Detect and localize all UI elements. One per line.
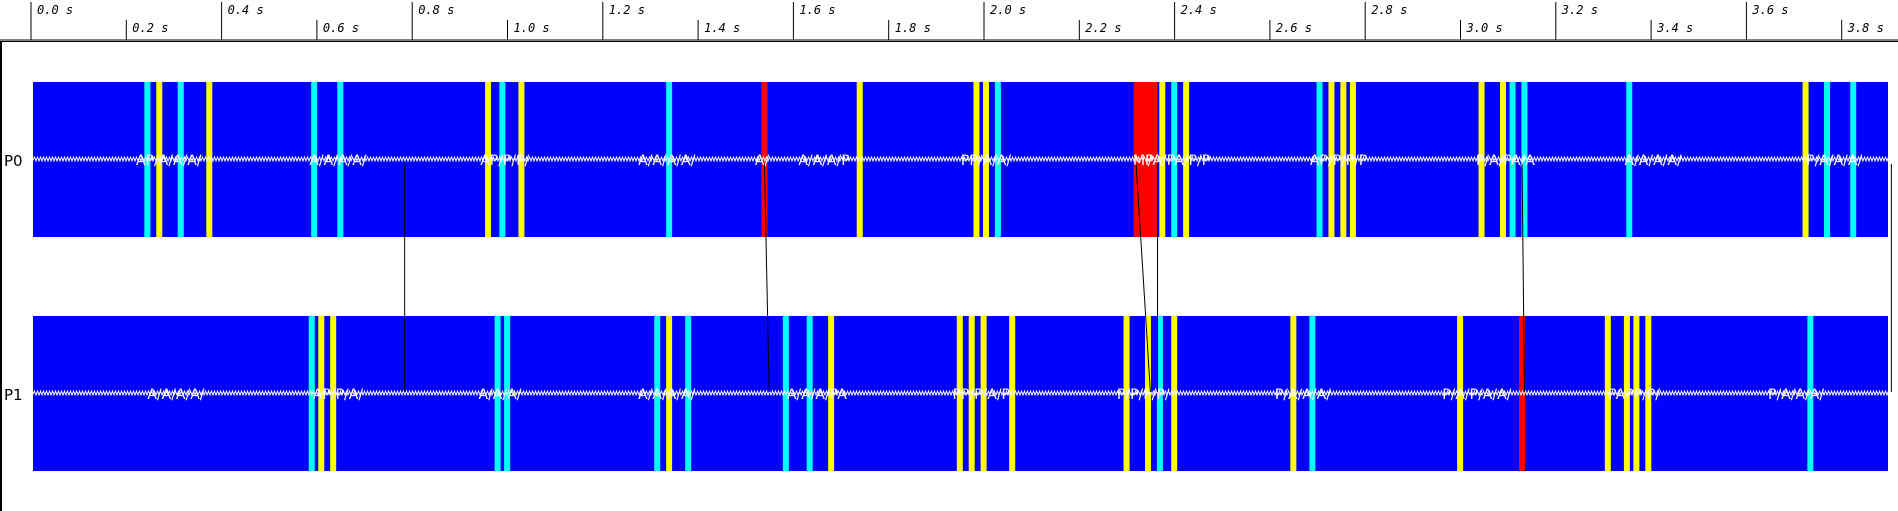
ruler-tick-label: 2.0 s [990,3,1026,17]
state-label: P/A/A/A/ [1768,387,1824,403]
ruler-tick-label: 3.4 s [1656,21,1693,35]
state-label: AP/P/A/ [313,387,363,403]
state-label: P/A/P/A/A/ [1442,387,1511,403]
process-label-p0: P0 [4,152,23,170]
state-label: PAPP/P/ [1608,387,1660,403]
state-label: A/A/A/A/ [638,387,695,403]
event-marker[interactable] [1159,82,1166,237]
event-marker[interactable] [1500,82,1507,237]
ruler-tick-label: 2.2 s [1085,21,1121,35]
ruler-tick-label: 1.6 s [799,3,835,17]
state-label: MP [1133,153,1154,169]
ruler-tick-label: 1.8 s [895,21,931,35]
ruler-tick-label: 0.2 s [132,21,168,35]
state-label: A/A/A/ [479,387,522,403]
state-label: PP/A/A/ [961,153,1011,169]
event-marker[interactable] [1183,82,1190,237]
activity-trace [32,389,1891,397]
time-ruler-scale: 0.0 s 0.4 s 0.8 s 1.2 s 1.6 s 2.0 s 2.4 s 2.8 s… [0,2,1898,41]
state-label: P/A/PA/A [1476,153,1535,169]
state-label: P/A/A/A/ [1275,387,1331,403]
ruler-tick-label: 2.6 s [1276,21,1312,35]
trace-viewport[interactable]: P0 AP/A/A/A/A/A/A/A/AP/P/P/A/A/A/A/A/A/A/… [0,42,1898,511]
time-ruler[interactable]: 0.0 s 0.4 s 0.8 s 1.2 s 1.6 s 2.0 s 2.4 s 2.8 s… [0,0,1898,42]
state-label: A/A/A/A/ [638,153,695,169]
state-label: P/A/A/A/ [1806,153,1862,169]
state-label: AP/P/P/ [480,153,529,169]
event-marker[interactable] [499,82,506,237]
event-marker[interactable] [1309,316,1316,471]
event-marker[interactable] [1824,82,1831,237]
event-marker[interactable] [856,82,863,237]
ruler-tick-label: 1.2 s [609,3,645,17]
state-label: AP/A/A/A/ [136,153,202,169]
ruler-tick-label: 2.4 s [1181,3,1217,17]
ruler-tick-label: 0.8 s [418,3,454,17]
state-label: PP/P/A/P [952,387,1010,403]
ruler-tick-label: 3.0 s [1466,21,1503,35]
state-label: /A/PA/P/P [1148,153,1210,169]
event-marker[interactable] [1633,316,1640,471]
event-marker[interactable] [973,82,980,237]
ruler-tick-label: 1.0 s [514,21,550,35]
ruler-tick-label: 0.0 s [37,3,73,17]
state-label: A/A/A/P [798,153,849,169]
state-label: AP/P/P/P [1310,153,1368,169]
ruler-tick-label: 1.4 s [704,21,740,35]
message-arrow[interactable] [1521,163,1525,393]
process-label-p1: P1 [4,386,23,404]
state-label: A/ [755,153,770,169]
state-label: A/A/A/A/ [1625,153,1682,169]
state-label: A/A/A/A/ [309,153,366,169]
activity-trace [32,155,1891,163]
ruler-tick-label: 3.8 s [1847,21,1884,35]
ruler-tick-label: 0.4 s [228,3,264,17]
event-marker[interactable] [1807,316,1814,471]
ruler-tick-label: 3.6 s [1751,3,1788,17]
event-marker[interactable] [1009,316,1016,471]
event-marker[interactable] [1171,82,1178,237]
state-label: A/A/A/PA [787,387,847,403]
ruler-tick-label: 3.2 s [1561,3,1598,17]
event-marker[interactable] [685,316,692,471]
ruler-tick-label: 0.6 s [323,21,359,35]
state-label: A/A/A/A/ [147,387,204,403]
event-marker[interactable] [1123,316,1130,471]
message-arrow[interactable] [763,163,770,393]
event-marker[interactable] [1171,316,1178,471]
state-label: P/P/P/P/ [1117,387,1170,403]
ruler-tick-label: 2.8 s [1371,3,1407,17]
message-arrow[interactable] [1135,163,1151,393]
process-timeline: P0 AP/A/A/A/A/A/A/A/AP/P/P/A/A/A/A/A/A/A/… [4,82,1892,471]
event-marker[interactable] [337,82,344,237]
event-marker[interactable] [1645,316,1652,471]
